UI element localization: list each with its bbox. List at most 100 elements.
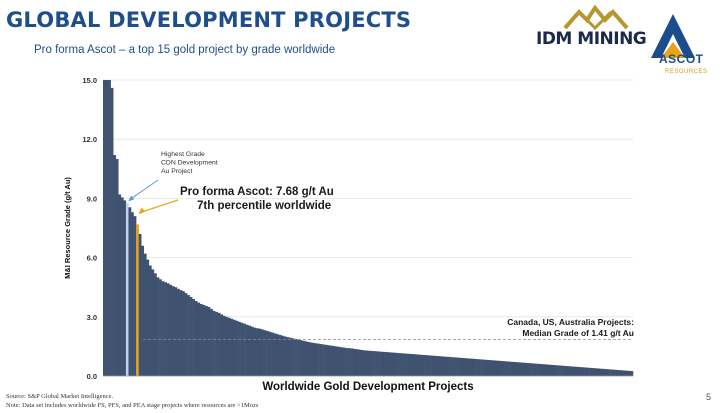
bar	[406, 353, 410, 376]
bar	[204, 305, 208, 376]
bar	[467, 358, 471, 376]
bar	[566, 366, 570, 376]
bar	[475, 359, 478, 376]
bar	[378, 351, 381, 376]
bar	[266, 331, 269, 376]
bar	[495, 360, 499, 376]
bar	[576, 366, 580, 376]
bar	[352, 348, 356, 376]
bar	[403, 353, 407, 376]
bar	[589, 367, 593, 376]
bar	[317, 343, 320, 376]
bar	[559, 365, 562, 376]
bar	[533, 363, 537, 376]
bar	[184, 293, 188, 376]
bar	[151, 269, 155, 376]
bar	[260, 329, 264, 376]
bar	[141, 245, 145, 376]
bar	[625, 370, 629, 376]
bar	[301, 340, 305, 376]
bar	[329, 345, 333, 376]
annotation-cdn-line: Au Project	[161, 168, 192, 175]
bar	[250, 326, 254, 376]
bar	[594, 368, 598, 376]
bar	[110, 87, 114, 376]
slide-subtitle: Pro forma Ascot – a top 15 gold project …	[34, 44, 336, 56]
bar	[342, 347, 346, 376]
bar	[531, 363, 534, 376]
bar	[411, 354, 415, 376]
idm-logo-text: IDM MINING	[536, 29, 647, 49]
dataset-note: Note: Data set includes worldwide FS, PF…	[6, 402, 259, 409]
bar	[541, 364, 545, 376]
bar	[490, 360, 494, 376]
bar	[610, 369, 613, 376]
annotation-cdn-line: CDN Development	[161, 160, 218, 167]
bar	[123, 200, 127, 376]
bar	[604, 369, 608, 376]
bar	[398, 353, 402, 376]
bar	[464, 358, 468, 376]
bar	[334, 346, 338, 376]
bar	[497, 360, 501, 376]
bar	[294, 338, 297, 376]
bar	[187, 295, 190, 376]
bar	[449, 357, 453, 376]
bar	[169, 284, 173, 376]
bar	[627, 370, 631, 376]
bar	[390, 352, 394, 376]
bar	[181, 291, 185, 376]
bar	[597, 368, 601, 376]
bar	[520, 362, 524, 376]
bar	[459, 357, 463, 376]
bar	[500, 361, 504, 376]
bar	[118, 194, 122, 376]
bar	[189, 297, 193, 376]
bar	[240, 322, 244, 376]
bar	[622, 370, 626, 376]
bar	[258, 328, 262, 376]
bar	[324, 344, 328, 376]
bar	[268, 331, 272, 376]
bar	[482, 359, 486, 376]
y-tick-label: 0.0	[87, 372, 97, 381]
bar	[548, 364, 552, 376]
bar	[143, 253, 147, 376]
bar	[355, 349, 359, 376]
bar	[469, 358, 473, 376]
bar	[278, 334, 282, 376]
bar	[587, 367, 590, 376]
bar	[202, 304, 206, 376]
bar	[564, 365, 567, 376]
annotation-cdn-arrow	[129, 179, 159, 200]
bar	[347, 348, 351, 376]
bar	[462, 358, 466, 376]
bar	[164, 282, 167, 376]
bar	[515, 362, 519, 376]
annotation-ascot-arrowhead	[138, 207, 146, 215]
bar	[436, 356, 440, 376]
bar	[133, 216, 137, 376]
bar	[431, 355, 435, 376]
bar	[536, 363, 539, 376]
bar	[538, 363, 542, 376]
bar	[385, 352, 389, 376]
bar	[291, 338, 295, 376]
bar	[429, 355, 432, 376]
bar	[212, 310, 216, 376]
bar	[630, 371, 634, 376]
bar	[210, 308, 213, 376]
bar	[413, 354, 417, 376]
bar	[569, 366, 573, 376]
bar	[472, 358, 476, 376]
bar	[199, 303, 203, 376]
bar	[373, 351, 376, 376]
bar	[579, 367, 583, 376]
y-tick-label: 3.0	[87, 313, 97, 322]
bar	[518, 362, 522, 376]
bar	[115, 158, 119, 376]
y-tick-label: 15.0	[82, 76, 97, 85]
bar	[217, 312, 221, 376]
bar	[592, 368, 596, 376]
bar	[452, 357, 455, 376]
